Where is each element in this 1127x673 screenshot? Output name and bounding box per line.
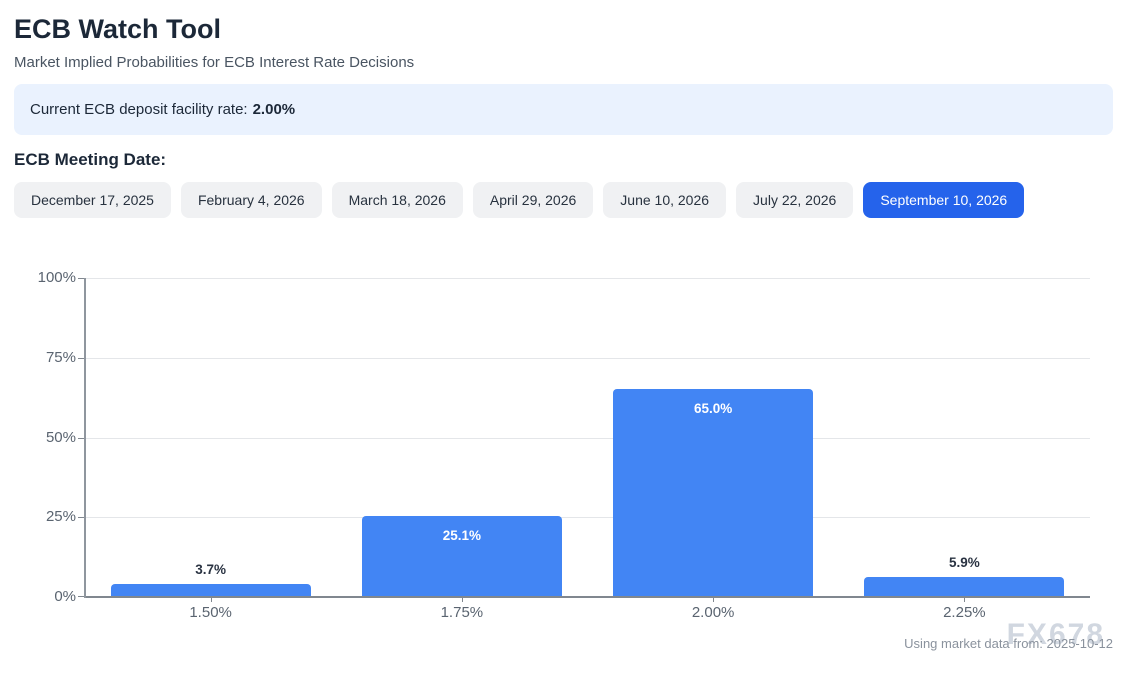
x-axis-label-1.50%: 1.50% bbox=[189, 604, 232, 621]
x-axis-line bbox=[85, 596, 1090, 598]
y-axis-label-100%: 100% bbox=[37, 269, 76, 286]
page-subtitle: Market Implied Probabilities for ECB Int… bbox=[14, 54, 415, 71]
meeting-date-button-6[interactable]: September 10, 2026 bbox=[863, 182, 1025, 218]
bar-value-label: 25.1% bbox=[442, 528, 482, 543]
bar-value-label: 65.0% bbox=[693, 401, 733, 416]
meeting-date-button-1[interactable]: February 4, 2026 bbox=[180, 182, 322, 218]
y-tick-mark bbox=[78, 357, 85, 359]
meeting-date-button-3[interactable]: April 29, 2026 bbox=[472, 182, 594, 218]
page-title: ECB Watch Tool bbox=[14, 14, 221, 44]
bar-1.50%[interactable] bbox=[110, 584, 311, 596]
x-axis-label-1.75%: 1.75% bbox=[440, 604, 484, 621]
meeting-date-button-group: December 17, 2025 February 4, 2026 March… bbox=[14, 182, 1113, 218]
bar-2.00%[interactable] bbox=[613, 389, 814, 596]
y-axis-label-75%: 75% bbox=[45, 348, 76, 366]
x-tick-mark bbox=[210, 597, 212, 602]
x-tick-mark bbox=[964, 597, 966, 602]
current-rate-value: 2.00% bbox=[252, 101, 296, 118]
y-axis-line bbox=[84, 278, 86, 598]
y-axis-label-50%: 50% bbox=[45, 428, 76, 446]
bar-1.75%[interactable] bbox=[361, 516, 562, 596]
bar-2.25%[interactable] bbox=[864, 577, 1065, 596]
y-tick-mark bbox=[78, 596, 85, 597]
x-tick-mark bbox=[461, 597, 463, 602]
fx678-watermark: FX678 bbox=[1006, 618, 1105, 651]
current-rate-banner: Current ECB deposit facility rate: 2.00% bbox=[14, 84, 1113, 135]
y-tick-mark bbox=[78, 278, 85, 279]
gridline-100% bbox=[85, 278, 1090, 279]
gridline-25% bbox=[85, 517, 1090, 519]
x-axis-label-2.00%: 2.00% bbox=[691, 604, 735, 621]
x-axis-label-2.25%: 2.25% bbox=[943, 604, 986, 621]
plot-area: 0% 25% 50% 75% 100% 3.7% 1.50% 25.1% 1.75% 65.0% 2… bbox=[38, 269, 1090, 621]
meeting-date-button-5[interactable]: July 22, 2026 bbox=[736, 182, 854, 218]
y-tick-mark bbox=[78, 437, 85, 439]
current-rate-label: Current ECB deposit facility rate: bbox=[30, 101, 248, 118]
bar-value-label: 5.9% bbox=[948, 555, 980, 570]
bar-value-label: 3.7% bbox=[195, 562, 227, 577]
y-axis-label-25%: 25% bbox=[45, 508, 76, 526]
meeting-date-button-2[interactable]: March 18, 2026 bbox=[331, 182, 463, 218]
gridline-50% bbox=[85, 437, 1090, 439]
y-tick-mark bbox=[78, 517, 85, 519]
meeting-date-button-0[interactable]: December 17, 2025 bbox=[14, 182, 171, 218]
meeting-date-button-4[interactable]: June 10, 2026 bbox=[603, 182, 727, 218]
gridline-75% bbox=[85, 357, 1090, 359]
meeting-date-heading: ECB Meeting Date: bbox=[14, 150, 167, 169]
y-axis-label-0%: 0% bbox=[54, 588, 76, 605]
x-tick-mark bbox=[713, 597, 715, 602]
data-source-note: Using market data from: 2025-10-12 bbox=[904, 636, 1113, 651]
